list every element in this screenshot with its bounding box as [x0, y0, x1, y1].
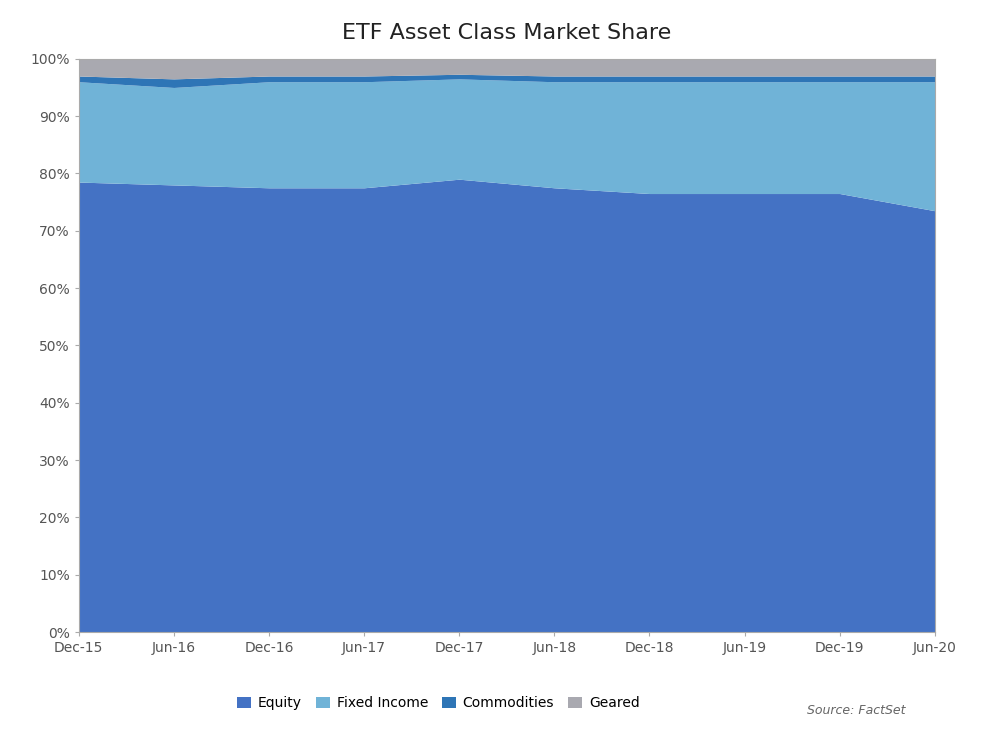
- Legend: Equity, Fixed Income, Commodities, Geared: Equity, Fixed Income, Commodities, Geare…: [231, 691, 646, 716]
- Title: ETF Asset Class Market Share: ETF Asset Class Market Share: [342, 24, 671, 43]
- Text: Source: FactSet: Source: FactSet: [807, 703, 905, 717]
